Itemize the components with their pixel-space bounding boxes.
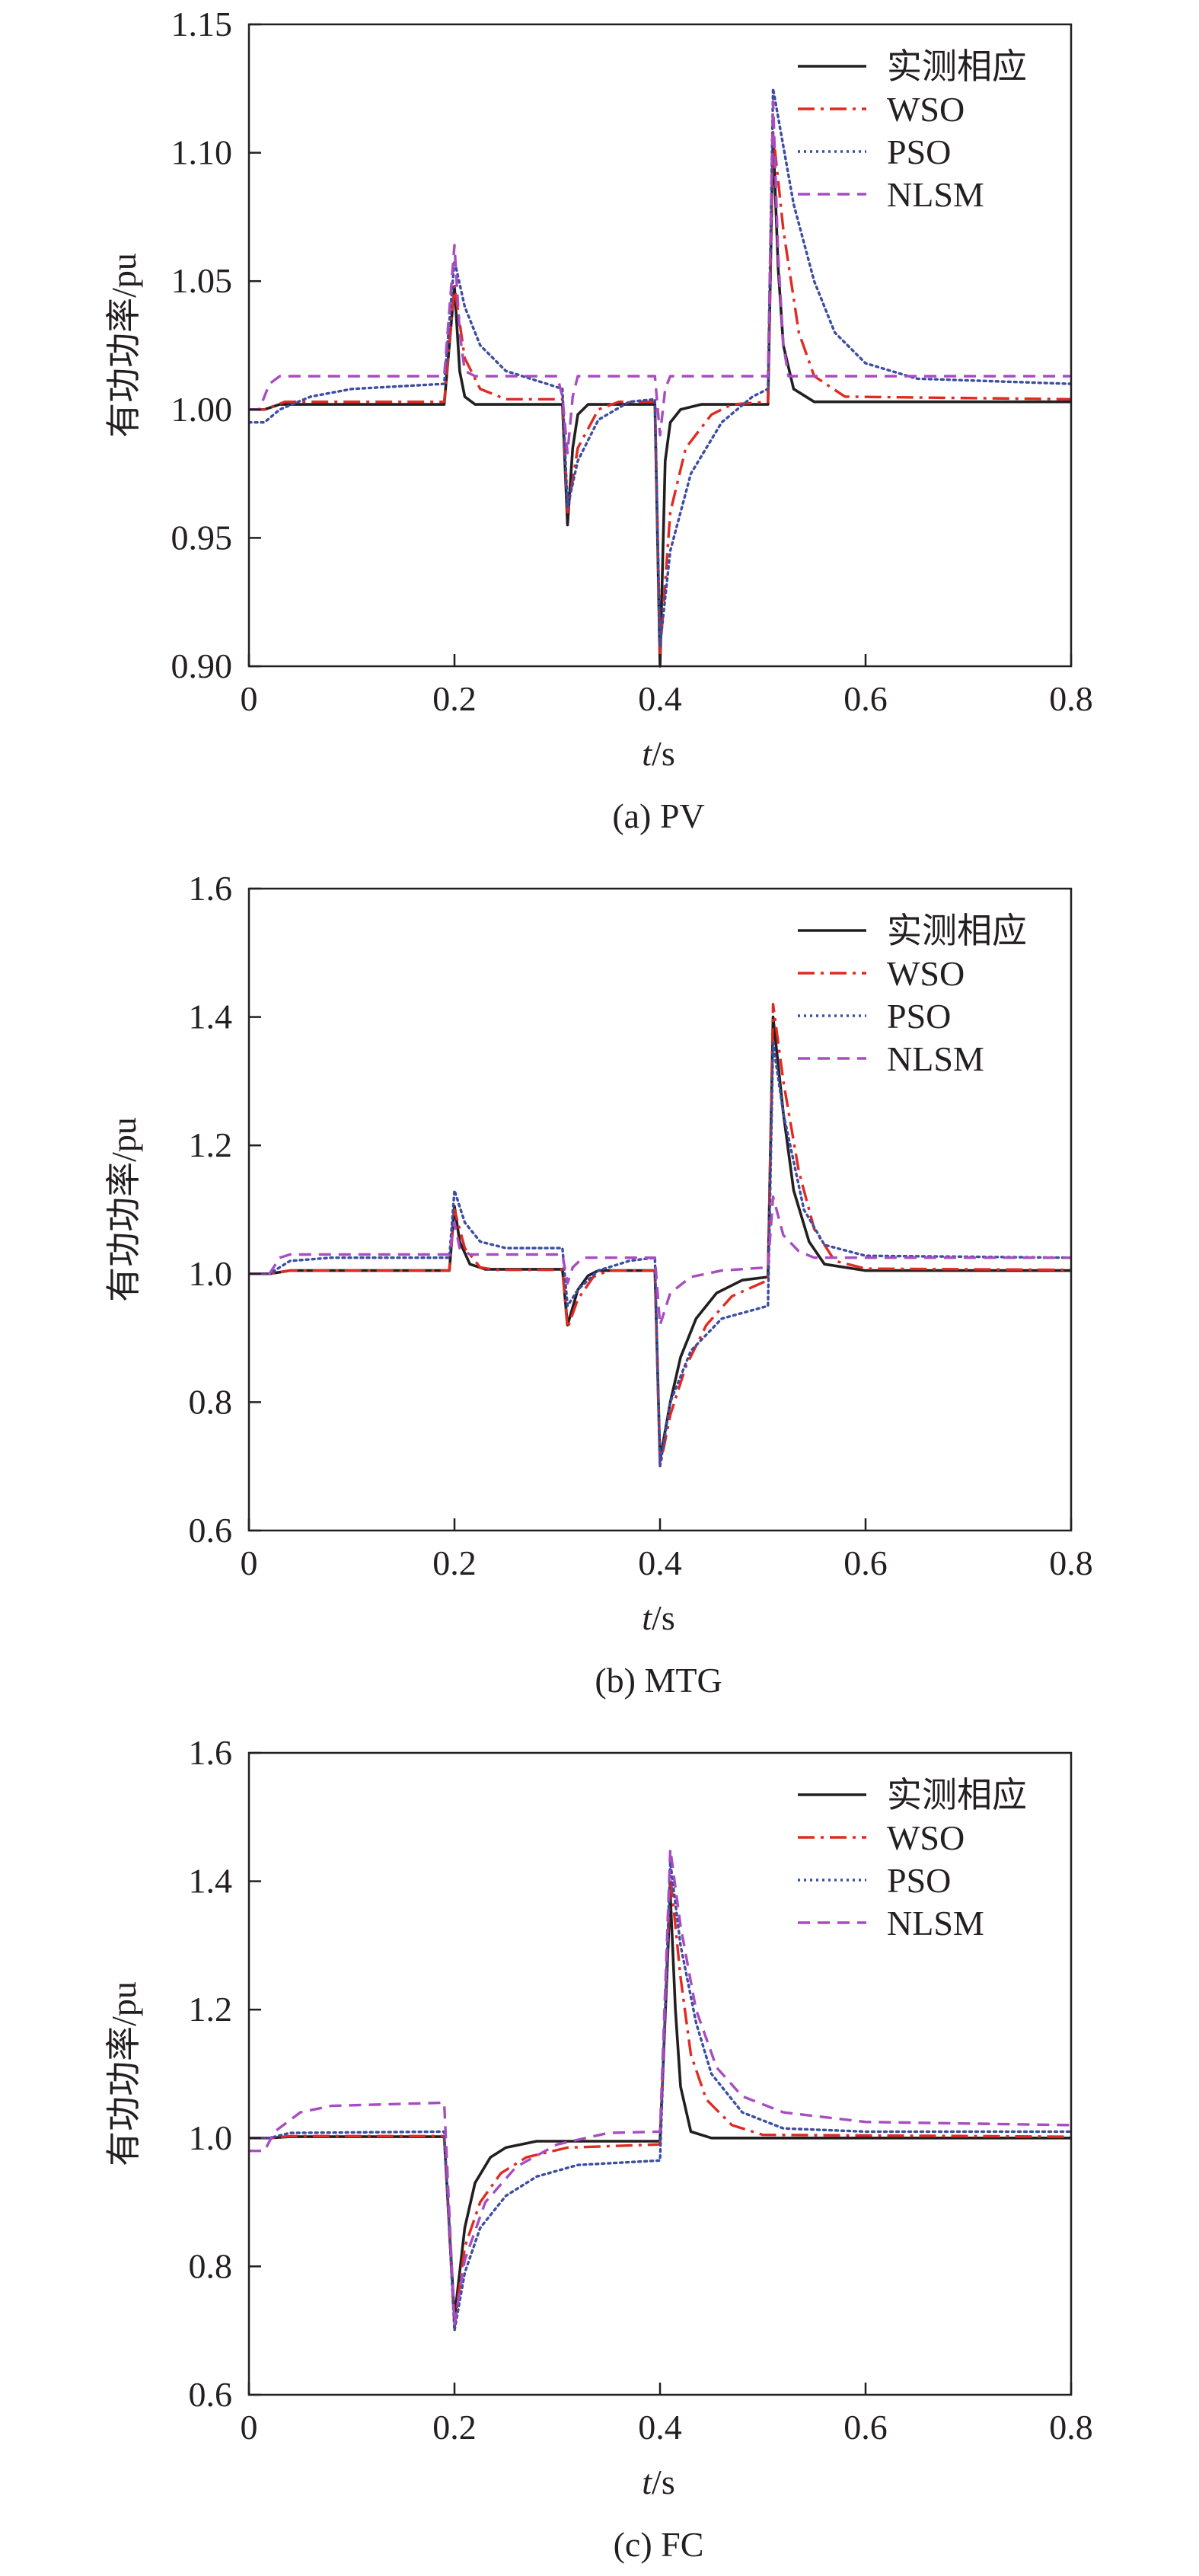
y-tick-label: 1.10: [171, 133, 233, 172]
x-axis-label-unit: /s: [652, 2463, 675, 2501]
x-tick-label: 0.6: [843, 2408, 888, 2447]
x-tick-label: 0.2: [432, 679, 477, 718]
chart-caption: (c) FC: [614, 2525, 704, 2564]
y-tick-label: 1.6: [189, 869, 233, 908]
y-tick-label: 0.90: [171, 646, 233, 685]
series-line-nlsm: [249, 1847, 1071, 2325]
x-tick-label: 0.6: [843, 1543, 888, 1582]
y-tick-label: 0.95: [171, 518, 233, 557]
series-line-nlsm: [249, 100, 1071, 455]
series-line-wso: [249, 1873, 1071, 2329]
x-tick-label: 0.2: [432, 1543, 477, 1582]
chart-caption: (b) MTG: [595, 1661, 722, 1700]
y-axis-label: 有功功率/pu: [104, 1981, 143, 2166]
y-axis-label: 有功功率/pu: [104, 1117, 143, 1302]
series-line-nlsm: [249, 1195, 1071, 1326]
series-lines: [249, 1847, 1071, 2332]
x-axis-label-unit: /s: [652, 1598, 675, 1637]
y-tick-label: 1.0: [189, 1254, 233, 1293]
x-tick-label: 0: [241, 679, 258, 718]
y-tick-label: 1.2: [189, 1125, 233, 1164]
y-tick-label: 0.8: [189, 1382, 233, 1421]
x-tick-label: 0.6: [843, 679, 888, 718]
chart-pv: 0 0.2 0.4 0.6 0.8 0.90 0.95 1.00 1.05 1.10 1.15 t/s…: [104, 5, 1093, 835]
y-tick-label: 1.6: [189, 1733, 233, 1772]
y-tick-label: 1.00: [171, 390, 233, 429]
x-tick-label: 0.8: [1049, 679, 1093, 718]
legend-label-nlsm: NLSM: [887, 175, 984, 214]
series-lines: [249, 1003, 1071, 1468]
y-tick-label: 1.4: [189, 998, 233, 1036]
series-line-wso: [249, 130, 1071, 655]
y-tick-label: 0.6: [189, 1511, 233, 1550]
x-axis-label-var: t: [642, 2463, 652, 2501]
legend-label-measured: 实测相应: [887, 1776, 1027, 1815]
legend-label-wso: WSO: [887, 1818, 965, 1857]
x-tick-label: 0.8: [1049, 2408, 1093, 2447]
y-tick-label: 1.4: [189, 1862, 233, 1901]
x-axis-label-unit: /s: [652, 734, 675, 773]
legend-label-pso: PSO: [887, 132, 951, 171]
chart-mtg: 0 0.2 0.4 0.6 0.8 0.6 0.8 1.0 1.2 1.4 1.6 t/s 有功功率/p…: [104, 869, 1093, 1700]
legend-label-pso: PSO: [887, 1861, 951, 1900]
x-axis-label: t/s: [642, 2463, 674, 2501]
series-lines: [249, 87, 1071, 668]
legend-label-nlsm: NLSM: [887, 1904, 984, 1942]
x-tick-label: 0.4: [638, 2408, 682, 2447]
x-tick-label: 0.2: [432, 2408, 477, 2447]
legend-label-nlsm: NLSM: [887, 1039, 984, 1078]
x-axis-label-var: t: [642, 1598, 652, 1637]
x-tick-label: 0: [241, 2408, 258, 2447]
legend-label-wso: WSO: [887, 90, 965, 129]
chart-fc: 0 0.2 0.4 0.6 0.8 0.6 0.8 1.0 1.2 1.4 1.6 t/s 有功功率/p…: [104, 1733, 1093, 2564]
legend-label-pso: PSO: [887, 997, 951, 1036]
y-tick-label: 0.8: [189, 2246, 233, 2285]
y-tick-label: 1.2: [189, 1990, 233, 2029]
x-axis-label: t/s: [642, 734, 674, 773]
y-tick-label: 1.0: [189, 2118, 233, 2157]
x-axis-label: t/s: [642, 1598, 674, 1637]
x-tick-label: 0.4: [638, 1543, 682, 1582]
series-line-pso: [249, 87, 1071, 647]
x-tick-label: 0.8: [1049, 1543, 1093, 1582]
y-axis-label: 有功功率/pu: [104, 253, 143, 438]
x-axis-label-var: t: [642, 734, 652, 773]
series-line-pso: [249, 1860, 1071, 2332]
legend-label-measured: 实测相应: [887, 911, 1027, 950]
y-tick-label: 1.05: [171, 261, 233, 300]
legend-label-wso: WSO: [887, 954, 965, 993]
x-tick-label: 0.4: [638, 679, 682, 718]
x-tick-label: 0: [241, 1543, 258, 1582]
chart-caption: (a) PV: [612, 796, 704, 835]
y-tick-label: 1.15: [171, 5, 233, 43]
legend-label-measured: 实测相应: [887, 47, 1027, 86]
y-tick-label: 0.6: [189, 2375, 233, 2414]
